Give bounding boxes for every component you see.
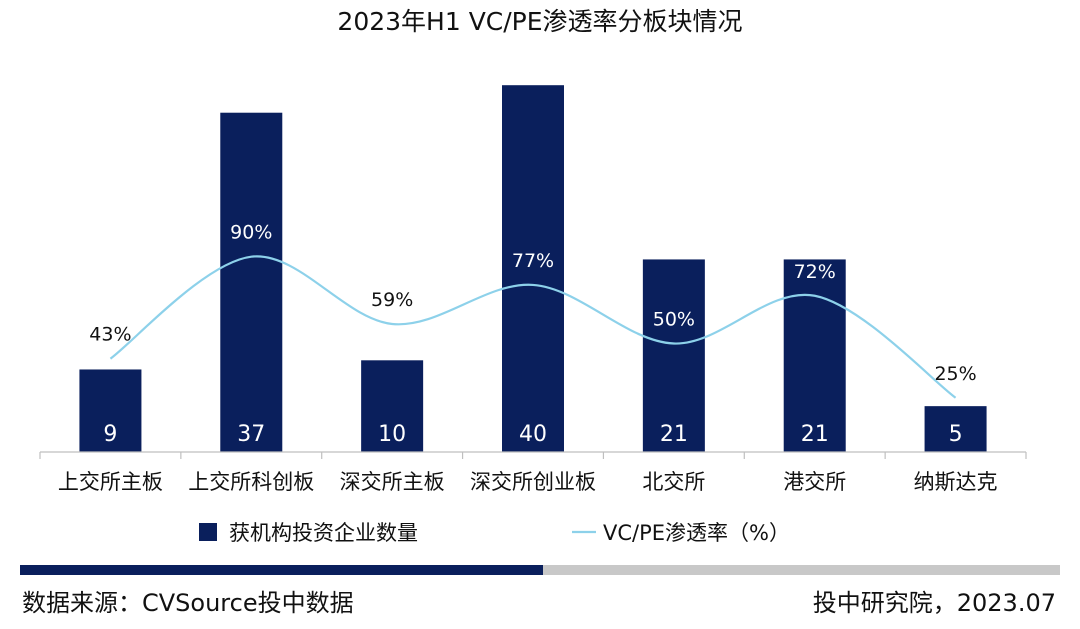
legend-line-label: VC/PE渗透率（%） <box>603 521 790 545</box>
x-tick-label: 北交所 <box>642 470 705 494</box>
bar-value-label: 9 <box>103 422 117 447</box>
divider-light <box>543 565 1060 575</box>
line-value-label: 43% <box>89 324 131 346</box>
x-tick-label: 深交所主板 <box>340 470 445 494</box>
bar <box>642 259 705 452</box>
legend-bar-swatch <box>199 523 217 541</box>
credit-text: 投中研究院，2023.07 <box>812 589 1056 617</box>
bar <box>783 259 846 452</box>
line-value-label: 25% <box>934 363 976 385</box>
bar <box>220 112 283 453</box>
x-tick-label: 纳斯达克 <box>914 470 998 494</box>
line-value-label: 59% <box>371 289 413 311</box>
bar-value-label: 5 <box>949 422 963 447</box>
x-tick-label: 上交所主板 <box>58 470 163 494</box>
bar-value-labels: 9 37 10 40 21 21 5 <box>103 422 962 447</box>
bar <box>924 406 987 452</box>
line-value-label: 72% <box>794 261 836 283</box>
line-value-label: 50% <box>653 309 695 331</box>
x-axis-labels: 上交所主板 上交所科创板 深交所主板 深交所创业板 北交所 港交所 纳斯达克 <box>58 470 998 494</box>
x-tick-label: 港交所 <box>783 470 846 494</box>
penetration-rate-line <box>109 255 957 399</box>
line-value-label: 90% <box>230 222 272 244</box>
bar-value-label: 21 <box>660 422 688 447</box>
x-tick-label: 深交所创业板 <box>470 470 596 494</box>
source-text: 数据来源：CVSource投中数据 <box>22 589 354 617</box>
chart-title: 2023年H1 VC/PE渗透率分板块情况 <box>337 7 742 36</box>
line-value-labels: 43% 90% 59% 77% 50% 72% 25% <box>89 222 976 385</box>
bar-series <box>79 85 987 453</box>
line-value-label: 77% <box>512 250 554 272</box>
bar-value-label: 37 <box>237 422 265 447</box>
legend: 获机构投资企业数量 VC/PE渗透率（%） <box>199 521 790 545</box>
bar <box>79 369 142 452</box>
bar-value-label: 40 <box>519 422 547 447</box>
bar <box>502 85 564 452</box>
bar-value-label: 21 <box>801 422 829 447</box>
legend-bar-label: 获机构投资企业数量 <box>229 521 418 545</box>
divider-dark <box>20 565 543 575</box>
bar-value-label: 10 <box>378 422 406 447</box>
bar <box>361 360 424 452</box>
x-tick-label: 上交所科创板 <box>188 470 314 494</box>
x-axis-ticks <box>39 452 1027 459</box>
